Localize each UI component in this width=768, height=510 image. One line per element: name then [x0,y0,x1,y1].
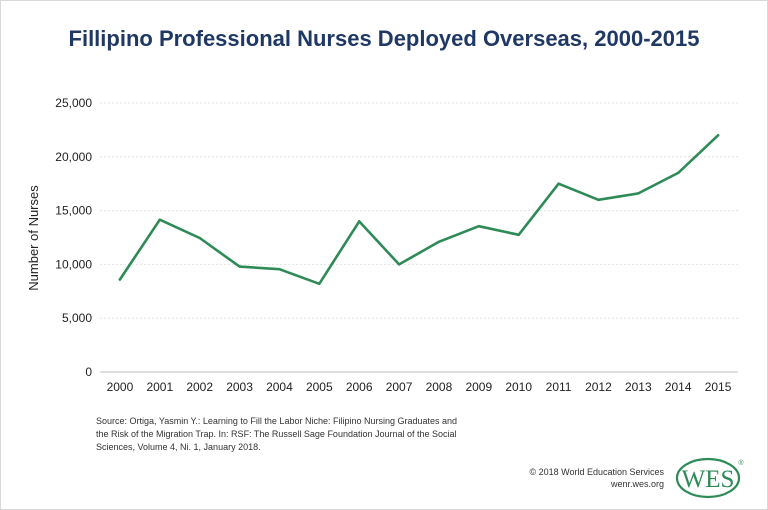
data-point [517,233,520,237]
x-tick-label: 2015 [705,380,732,394]
logo-registered-mark: ® [738,459,744,467]
y-tick-label: 20,000 [55,150,92,164]
y-tick-label: 25,000 [55,96,92,110]
chart-title: Fillipino Professional Nurses Deployed O… [68,26,700,51]
source-line-1: Source: Ortiga, Yasmin Y.: Learning to F… [96,416,458,426]
x-tick-label: 2010 [505,380,532,394]
source-note: Source: Ortiga, Yasmin Y.: Learning to F… [96,415,516,454]
data-point [716,134,720,137]
data-point [557,182,560,185]
wes-logo: WES ® [675,457,744,499]
y-axis-ticks: 0 5,000 10,000 15,000 20,000 25,000 [55,96,92,379]
data-point [198,236,201,240]
logo-text: WES [682,466,735,493]
y-tick-label: 5,000 [62,311,92,325]
data-point [238,265,241,268]
x-tick-label: 2013 [625,380,652,394]
x-tick-label: 2012 [585,380,612,394]
data-point [118,278,122,281]
y-tick-label: 10,000 [55,257,92,271]
data-point [477,225,481,228]
series-line [118,134,720,286]
x-axis-ticks: 2000 2001 2002 2003 2004 2005 2006 2007 2008 2009… [107,380,732,394]
y-tick-label: 0 [85,365,92,379]
data-point [597,198,600,202]
source-line-3: Sciences, Volume 4, Ni. 1, January 2018. [96,442,261,452]
data-point [676,171,680,175]
x-tick-label: 2004 [266,380,293,394]
data-point [158,218,162,221]
x-tick-label: 2000 [107,380,134,394]
x-tick-label: 2006 [346,380,373,394]
y-axis-label: Number of Nurses [26,185,41,291]
x-tick-label: 2014 [665,380,692,394]
x-tick-label: 2003 [226,380,253,394]
y-tick-label: 15,000 [55,204,92,218]
x-tick-label: 2009 [465,380,492,394]
data-point [318,282,321,285]
logo-oval [675,457,741,499]
data-point [437,240,441,244]
data-point [637,192,640,195]
series-layer [118,134,720,286]
source-line-2: the Risk of the Migration Trap. In: RSF:… [96,429,457,439]
x-tick-label: 2005 [306,380,333,394]
gridlines [100,102,738,319]
x-tick-label: 2011 [546,380,572,394]
x-tick-label: 2002 [186,380,213,394]
website-url: wenr.wes.org [610,479,664,489]
x-tick-label: 2007 [386,380,413,394]
data-point [397,263,401,266]
copyright-text: © 2018 World Education Services [529,467,664,477]
credit-block: © 2018 World Education Services wenr.wes… [529,466,664,490]
x-tick-label: 2008 [426,380,453,394]
data-point [278,268,281,271]
x-tick-label: 2001 [146,380,173,394]
data-point [357,220,361,223]
